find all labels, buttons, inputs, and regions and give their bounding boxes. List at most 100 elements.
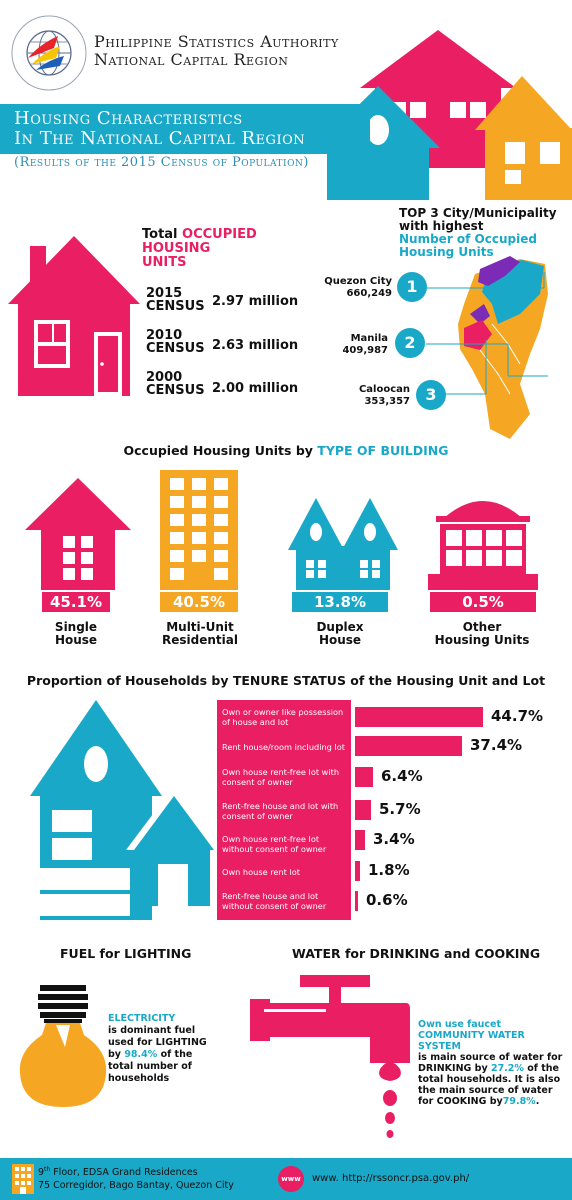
rank-2-city: Manila (350, 333, 388, 344)
water-line2-prefix: DRINKING by (418, 1063, 488, 1074)
light-bulb-icon (19, 985, 107, 1107)
census-2010-year: 2010 (146, 328, 183, 343)
rank-2-badge: 2 (395, 328, 425, 358)
building-heading-highlight: TYPE OF BUILDING (317, 443, 449, 458)
footer-address-line1: 9th Floor, EDSA Grand Residences (38, 1166, 198, 1178)
single-house-pct: 45.1% (42, 592, 110, 612)
census-2015-label: CENSUS (146, 299, 205, 314)
tenure-bar-value: 44.7% (491, 707, 544, 725)
tenure-bar-value: 5.7% (379, 800, 421, 818)
fuel-line4: total number of (108, 1061, 192, 1072)
occupied-heading-occupied: OCCUPIED (182, 227, 257, 242)
multi-unit-label-line1: Multi-Unit (166, 620, 234, 634)
tenure-bar-value: 0.6% (366, 891, 408, 909)
tenure-label-1: Own or owner like possession of house an… (222, 707, 344, 727)
tenure-bar (355, 861, 360, 881)
fuel-line2: used for LIGHTING (108, 1037, 207, 1048)
multi-unit-pct: 40.5% (160, 592, 238, 612)
title-subtitle: (Results of the 2015 Census of Populatio… (14, 155, 309, 170)
title-line2: In The National Capital Region (14, 128, 306, 149)
top3-heading-line2: with highest (399, 219, 484, 233)
tenure-bar-value: 6.4% (381, 767, 423, 785)
water-highlight-1: Own use faucet (418, 1019, 502, 1030)
tenure-label-6: Own house rent lot (222, 867, 300, 877)
census-2000-value: 2.00 million (212, 381, 299, 396)
duplex-label-line2: House (318, 633, 362, 647)
single-house-label-line2: House (54, 633, 98, 647)
tenure-bar (355, 736, 462, 756)
building-heading-prefix: Occupied Housing Units by (123, 443, 313, 458)
fuel-line3-suffix: of the (160, 1049, 193, 1060)
tenure-bar (355, 800, 371, 820)
faucet-icon (250, 975, 410, 1138)
psa-logo (10, 14, 88, 92)
census-2010-value: 2.63 million (212, 338, 299, 353)
title-line1: Housing Characteristics (14, 108, 243, 129)
duplex-label-line1: Duplex (316, 620, 364, 634)
water-line2-suffix: of the (527, 1063, 559, 1074)
single-house-icon (25, 478, 131, 590)
rank-2-value: 409,987 (342, 345, 388, 356)
tenure-bar (355, 891, 358, 911)
occupied-heading-units: UNITS (142, 255, 187, 270)
water-line5: for COOKING by79.8%. (418, 1096, 539, 1107)
tenure-label-panel (217, 700, 351, 920)
footer-address-sup: th (44, 1166, 51, 1173)
top3-heading-line3: Number of Occupied (399, 232, 537, 246)
title-banner (0, 104, 370, 154)
water-highlight-2: COMMUNITY WATER (418, 1030, 525, 1041)
fuel-line3-prefix: by (108, 1049, 121, 1060)
org-name-line1: Philippine Statistics Authority (94, 32, 339, 51)
duplex-house-icon (288, 498, 398, 590)
tenure-bar (355, 830, 365, 850)
occupied-heading-housing: HOUSING (142, 241, 211, 256)
building-footer-icon (12, 1164, 34, 1194)
rank-3-city: Caloocan (358, 384, 410, 395)
other-label-line2: Housing Units (434, 633, 530, 647)
water-line5-value: 79.8% (502, 1096, 536, 1107)
census-2015-value: 2.97 million (212, 294, 299, 309)
occupied-heading-total: Total (142, 227, 178, 242)
tenure-label-7: Rent-free house and lot without consent … (222, 891, 327, 911)
tenure-heading: Proportion of Households by TENURE STATU… (26, 673, 546, 688)
top3-heading-line4: Housing Units (399, 245, 494, 259)
tenure-label-4: Rent-free house and lot with consent of … (222, 801, 339, 821)
www-icon: www (278, 1166, 304, 1192)
tenure-label-3: Own house rent-free lot with consent of … (222, 767, 340, 787)
tenure-bar (355, 767, 373, 787)
footer-website-link[interactable]: www. http://rssoncr.psa.gov.ph/ (312, 1173, 470, 1184)
other-housing-pct: 0.5% (430, 592, 536, 612)
fuel-line5: households (108, 1073, 170, 1084)
rank-1-value: 660,249 (346, 288, 392, 299)
tenure-house-illustration (30, 700, 222, 920)
tenure-bar-value: 37.4% (470, 736, 523, 754)
water-line5-prefix: for COOKING by (418, 1096, 503, 1107)
fuel-heading: FUEL for LIGHTING (60, 946, 192, 961)
building-heading: Occupied Housing Units by TYPE OF BUILDI… (0, 443, 572, 458)
pink-house-illustration (8, 236, 140, 396)
org-name-line2: National Capital Region (94, 50, 289, 69)
water-line1: is main source of water for (418, 1052, 563, 1063)
footer-address-rest: Floor, EDSA Grand Residences (50, 1167, 198, 1179)
tenure-bar-value: 3.4% (373, 830, 415, 848)
rank-1-badge: 1 (397, 272, 427, 302)
occupied-heading-prefix: Total OCCUPIED (142, 228, 257, 242)
tenure-bar-value: 1.8% (368, 861, 410, 879)
rank-1-city: Quezon City (324, 276, 392, 287)
rank-3-badge: 3 (416, 380, 446, 410)
census-2000-year: 2000 (146, 370, 183, 385)
duplex-house-pct: 13.8% (292, 592, 388, 612)
fuel-line3-value: 98.4% (124, 1049, 158, 1060)
water-line4: the main source of water (418, 1085, 553, 1096)
census-2000-label: CENSUS (146, 383, 205, 398)
multi-unit-label-line2: Residential (162, 633, 238, 647)
water-heading: WATER for DRINKING and COOKING (292, 946, 541, 961)
rank-3-value: 353,357 (364, 396, 410, 407)
tenure-label-5: Own house rent-free lot without consent … (222, 834, 327, 854)
census-2010-label: CENSUS (146, 341, 205, 356)
fuel-line3: by 98.4% of the (108, 1049, 192, 1060)
top3-heading-line1: TOP 3 City/Municipality (399, 206, 557, 220)
water-highlight-3: SYSTEM (418, 1041, 461, 1052)
fuel-line1: is dominant fuel (108, 1025, 196, 1036)
tenure-bar (355, 707, 483, 727)
